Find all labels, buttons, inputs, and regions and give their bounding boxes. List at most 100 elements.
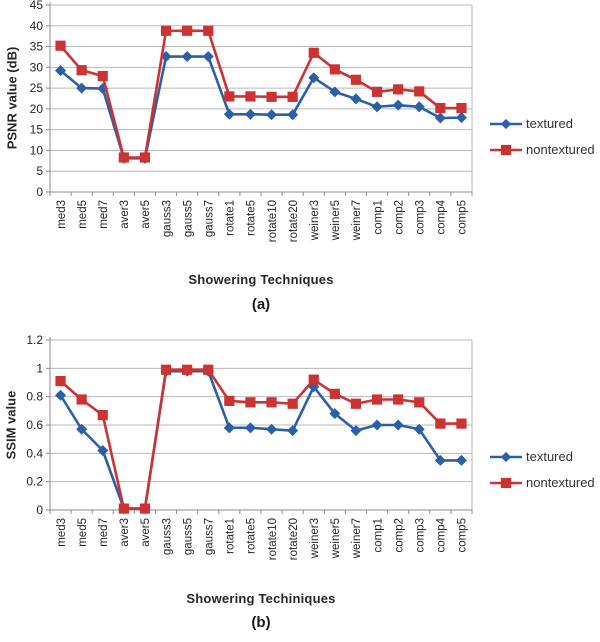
- y-tick-label: 35: [30, 40, 44, 54]
- square-marker-icon: [139, 503, 151, 514]
- diamond-marker-icon: [413, 423, 425, 435]
- ssim-legend: textured nontextured: [489, 449, 595, 490]
- square-marker-icon: [393, 84, 404, 95]
- x-category-label: gauss5: [182, 518, 194, 555]
- diamond-marker-icon: [76, 423, 88, 435]
- square-marker-icon: [139, 152, 151, 163]
- y-axis-ticks: 0 0.2 0.4 0.6 0.8 1 1.2: [26, 333, 50, 517]
- square-marker-icon: [224, 91, 235, 102]
- nontextured-series: [55, 364, 467, 514]
- y-tick-label: 25: [30, 81, 44, 95]
- x-category-label: comp2: [393, 200, 405, 235]
- gridlines: [50, 339, 472, 483]
- square-marker-icon: [287, 91, 298, 102]
- diamond-marker-icon: [500, 118, 512, 129]
- square-marker-icon: [371, 394, 383, 405]
- y-tick-label: 30: [30, 60, 44, 74]
- diamond-marker-icon: [329, 86, 341, 98]
- diamond-marker-icon: [413, 101, 425, 113]
- ssim-x-axis-title: Showering Techiniques: [186, 591, 336, 606]
- diamond-marker-icon: [455, 454, 467, 466]
- x-category-label: comp1: [372, 200, 384, 235]
- y-tick-label: 0: [36, 185, 43, 199]
- x-category-label: rotate10: [267, 200, 279, 242]
- diamond-marker-icon: [434, 112, 446, 124]
- square-marker-icon: [500, 477, 512, 488]
- x-category-label: aver5: [140, 200, 152, 229]
- square-marker-icon: [414, 397, 425, 408]
- x-category-label: rotate1: [225, 518, 237, 554]
- diamond-marker-icon: [266, 423, 278, 435]
- legend-label-nontextured: nontextured: [526, 142, 595, 157]
- panel-label-b: (b): [251, 614, 271, 631]
- x-category-label: aver3: [119, 518, 131, 547]
- x-category-label: comp4: [436, 517, 448, 552]
- square-marker-icon: [224, 395, 235, 407]
- y-tick-label: 0: [36, 503, 43, 517]
- square-marker-icon: [76, 394, 87, 405]
- x-category-label: comp4: [436, 199, 448, 234]
- x-category-label: weiner7: [351, 200, 363, 241]
- diamond-marker-icon: [97, 444, 109, 457]
- x-category-label: rotate20: [288, 200, 300, 242]
- ssim-plot-area: 0 0.2 0.4 0.6 0.8 1 1.2 med3 med5 med7 aver3 aver5 g…: [26, 333, 473, 560]
- y-tick-label: 40: [30, 19, 44, 33]
- diamond-marker-icon: [455, 112, 467, 124]
- panel-label-a: (a): [251, 296, 271, 313]
- diamond-marker-icon: [244, 108, 256, 120]
- square-marker-icon: [97, 409, 108, 421]
- square-marker-icon: [308, 47, 319, 58]
- diamond-marker-icon: [308, 72, 320, 84]
- x-category-label: comp2: [393, 518, 405, 553]
- x-category-label: gauss3: [161, 200, 173, 237]
- x-category-label: aver3: [119, 200, 131, 229]
- diamond-marker-icon: [350, 425, 362, 437]
- category-labels: med3 med5 med7 aver3 aver5 gauss3 gauss5 gauss7…: [56, 517, 469, 560]
- square-marker-icon: [203, 25, 214, 36]
- square-marker-icon: [245, 397, 256, 408]
- square-marker-icon: [414, 86, 425, 97]
- psnr-plot-area: 0 5 10 15 20 25 30 35 40 45 med3 med5 med7 aver3 aver5…: [30, 0, 473, 242]
- diamond-marker-icon: [434, 454, 446, 466]
- x-category-label: gauss7: [203, 200, 215, 237]
- square-marker-icon: [308, 374, 319, 385]
- square-marker-icon: [160, 25, 172, 36]
- square-marker-icon: [287, 398, 298, 409]
- diamond-marker-icon: [329, 408, 341, 420]
- square-marker-icon: [456, 102, 467, 114]
- square-marker-icon: [500, 144, 512, 155]
- x-category-label: comp3: [414, 518, 426, 553]
- diamond-marker-icon: [371, 419, 383, 431]
- diamond-marker-icon: [287, 109, 299, 121]
- diamond-marker-icon: [244, 422, 256, 434]
- square-marker-icon: [329, 64, 340, 75]
- category-labels: med3 med5 med7 aver3 aver5 gauss3 gauss5 gauss7…: [56, 199, 469, 242]
- square-marker-icon: [266, 91, 277, 102]
- diamond-marker-icon: [392, 419, 404, 431]
- textured-series: [55, 365, 467, 515]
- legend-item-textured: textured: [489, 116, 595, 131]
- square-marker-icon: [456, 418, 467, 429]
- y-tick-label: 10: [30, 143, 44, 157]
- x-category-label: weiner5: [330, 518, 342, 559]
- square-marker-icon: [160, 364, 172, 375]
- x-category-label: med3: [56, 518, 68, 547]
- textured-series: [55, 51, 467, 164]
- axes: [49, 337, 472, 511]
- x-category-label: aver5: [140, 518, 152, 547]
- square-marker-icon: [182, 25, 193, 36]
- x-category-label: gauss5: [182, 200, 194, 237]
- legend-item-nontextured: nontextured: [489, 475, 595, 490]
- diamond-marker-icon: [266, 109, 278, 121]
- square-marker-icon: [55, 40, 66, 51]
- x-category-label: med3: [56, 200, 68, 229]
- x-category-label: weiner3: [309, 518, 321, 559]
- diamond-marker-icon: [350, 93, 362, 105]
- x-category-label: med5: [77, 200, 89, 229]
- diamond-marker-icon: [287, 425, 299, 437]
- y-tick-label: 0.4: [26, 446, 43, 460]
- x-category-label: med5: [77, 518, 89, 547]
- diamond-marker-icon: [500, 451, 512, 462]
- y-tick-label: 20: [30, 102, 44, 116]
- diamond-marker-icon: [223, 422, 235, 434]
